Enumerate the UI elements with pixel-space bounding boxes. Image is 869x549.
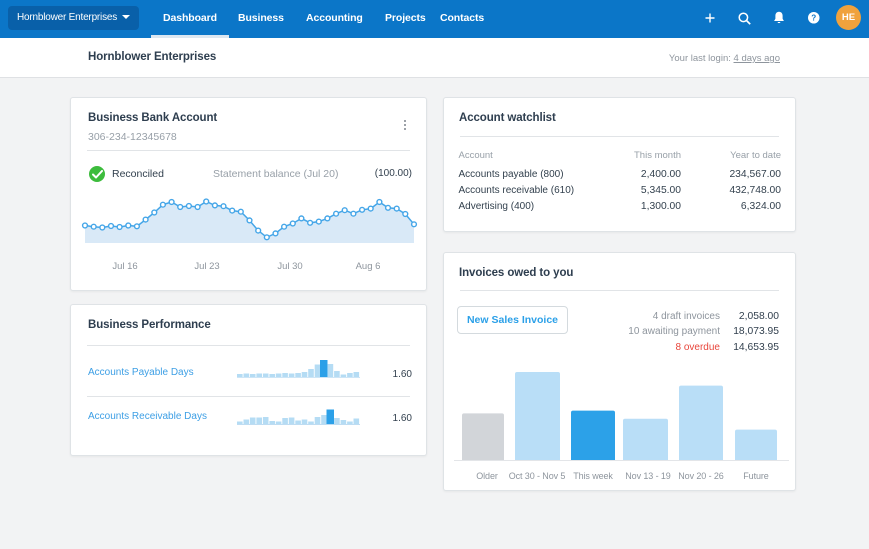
svg-text:?: ? [811, 14, 816, 23]
